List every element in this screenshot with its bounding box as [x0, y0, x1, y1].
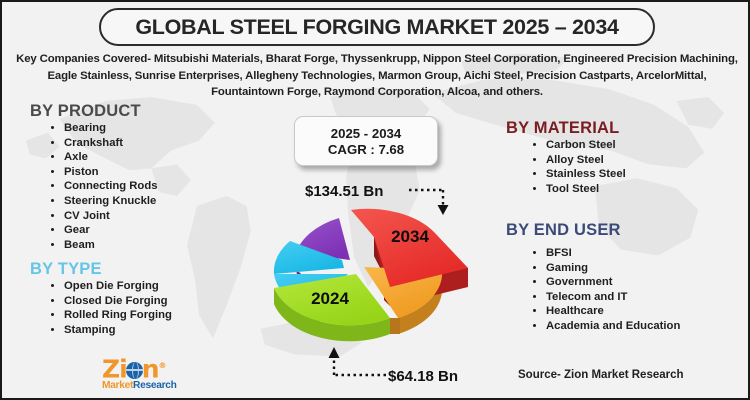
- zion-market-research-logo: Zi n® MarketResearch: [102, 354, 220, 391]
- list-item: Connecting Rods: [64, 179, 158, 194]
- title-pill: GLOBAL STEEL FORGING MARKET 2025 – 2034: [99, 8, 655, 46]
- list-item: Tool Steel: [546, 182, 626, 197]
- cagr-value: CAGR : 7.68: [327, 141, 405, 157]
- list-item: CV Joint: [64, 209, 158, 224]
- pie-slice-green-side: [274, 288, 390, 342]
- list-item: Beam: [64, 238, 158, 253]
- list-item: Stamping: [64, 323, 172, 338]
- section-heading-by-type: BY TYPE: [30, 260, 102, 278]
- list-item: Open Die Forging: [64, 279, 172, 294]
- base-value-label: $64.18 Bn: [388, 368, 459, 385]
- list-item: Telecom and IT: [546, 290, 680, 305]
- list-item: Rolled Ring Forging: [64, 308, 172, 323]
- logo-tagline-research: Research: [133, 380, 177, 392]
- globe-icon: [125, 362, 143, 380]
- logo-wordmark: Zi n®: [102, 354, 220, 381]
- key-companies-covered: Key Companies Covered- Mitsubishi Materi…: [16, 53, 738, 98]
- pie-slice-green-top: [274, 274, 390, 326]
- section-list-by-material: Carbon Steel Alloy Steel Stainless Steel…: [526, 138, 626, 196]
- section-list-by-type: Open Die Forging Closed Die Forging Roll…: [44, 279, 172, 337]
- cagr-period: 2025 - 2034: [330, 125, 402, 141]
- pie-label-2024: 2024: [311, 289, 349, 308]
- list-item: Steering Knuckle: [64, 194, 158, 209]
- list-item: Piston: [64, 165, 158, 180]
- logo-text-n: n: [141, 354, 160, 384]
- logo-tagline-market: Market: [102, 380, 134, 392]
- list-item: Government: [546, 275, 680, 290]
- list-item: Crankshaft: [64, 136, 158, 151]
- list-item: Axle: [64, 150, 158, 165]
- registered-mark: ®: [158, 361, 167, 370]
- cagr-box: 2025 - 2034 CAGR : 7.68: [294, 116, 438, 166]
- forecast-value-label: $134.51 Bn: [305, 183, 384, 200]
- pie-label-2034: 2034: [391, 227, 429, 246]
- pie-slice-orange-top: [364, 267, 443, 318]
- list-item: BFSI: [546, 246, 680, 261]
- list-item: Gear: [64, 223, 158, 238]
- list-item: Academia and Education: [546, 319, 680, 334]
- list-item: Healthcare: [546, 304, 680, 319]
- pie-slice-cyan-top: [273, 241, 344, 274]
- list-item: Carbon Steel: [546, 138, 626, 153]
- section-heading-by-product: BY PRODUCT: [30, 102, 141, 120]
- logo-tagline: MarketResearch: [102, 380, 220, 391]
- list-item: Closed Die Forging: [64, 294, 172, 309]
- section-list-by-product: Bearing Crankshaft Axle Piston Connectin…: [44, 121, 158, 252]
- source-credit: Source- Zion Market Research: [518, 369, 684, 381]
- logo-text-zi: Zi: [102, 354, 128, 384]
- section-list-by-end-user: BFSI Gaming Government Telecom and IT He…: [526, 246, 680, 334]
- list-item: Alloy Steel: [546, 153, 626, 168]
- pie-chart: 2034 2024: [238, 188, 498, 363]
- pie-slice-red-top: [351, 208, 468, 287]
- list-item: Stainless Steel: [546, 167, 626, 182]
- page-title: GLOBAL STEEL FORGING MARKET 2025 – 2034: [135, 14, 619, 39]
- section-heading-by-end-user: BY END USER: [506, 221, 621, 239]
- pie-slice-orange-side: [390, 270, 443, 334]
- section-heading-by-material: BY MATERIAL: [506, 119, 620, 137]
- list-item: Bearing: [64, 121, 158, 136]
- list-item: Gaming: [546, 261, 680, 276]
